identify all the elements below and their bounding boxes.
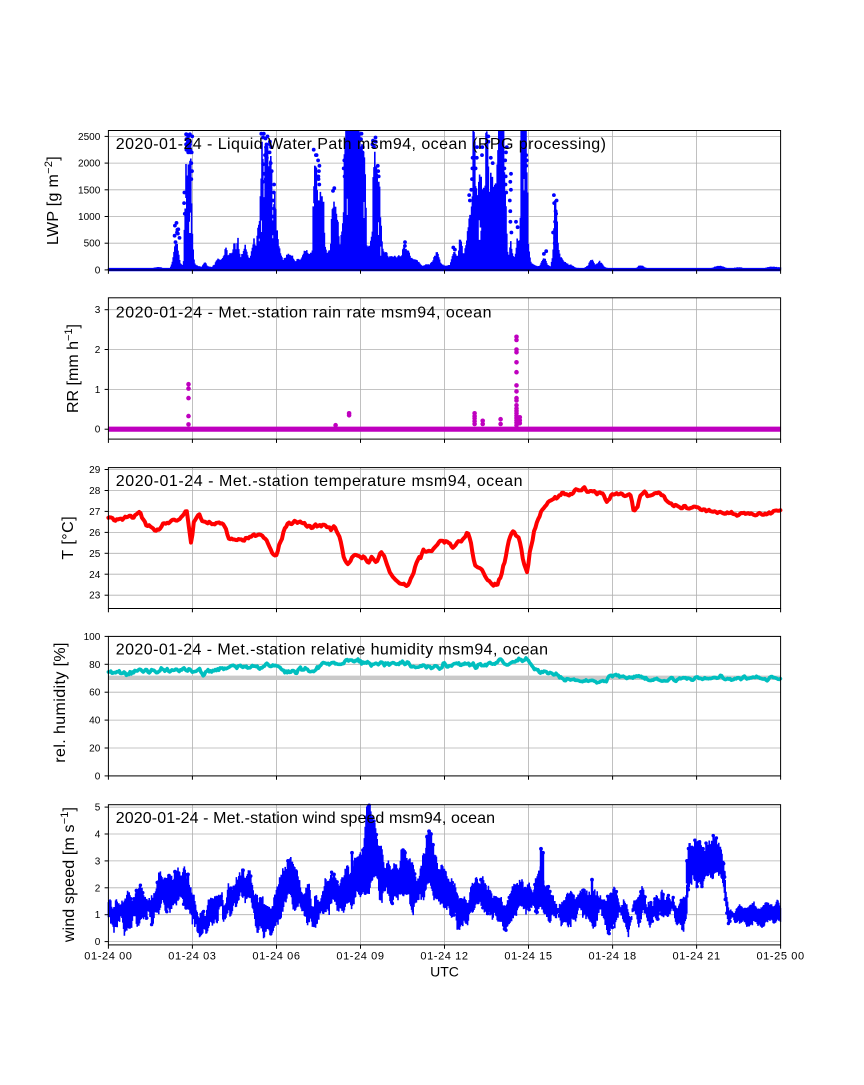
- svg-text:LWP [g m−2]: LWP [g m−2]: [43, 156, 62, 245]
- svg-text:24: 24: [89, 570, 101, 581]
- svg-text:01-24 00: 01-24 00: [84, 951, 132, 963]
- svg-text:01-24 03: 01-24 03: [168, 951, 216, 963]
- svg-text:01-24 12: 01-24 12: [420, 951, 468, 963]
- svg-text:RR [mm h−1]: RR [mm h−1]: [63, 324, 82, 413]
- svg-text:1000: 1000: [78, 212, 101, 223]
- svg-text:100: 100: [84, 632, 101, 643]
- svg-text:rel. humidity [%]: rel. humidity [%]: [52, 642, 69, 763]
- svg-text:5: 5: [95, 803, 101, 814]
- svg-text:0: 0: [95, 265, 101, 276]
- svg-text:T [°C]: T [°C]: [60, 516, 77, 560]
- svg-text:0: 0: [95, 937, 101, 948]
- svg-text:25: 25: [89, 549, 101, 560]
- svg-text:26: 26: [89, 528, 101, 539]
- svg-text:3: 3: [95, 856, 101, 867]
- svg-text:01-25 00: 01-25 00: [756, 951, 804, 963]
- svg-text:UTC: UTC: [430, 964, 459, 980]
- svg-text:80: 80: [89, 660, 101, 671]
- svg-text:40: 40: [89, 716, 101, 727]
- svg-text:1: 1: [95, 910, 101, 921]
- svg-text:4: 4: [95, 830, 101, 841]
- svg-text:29: 29: [89, 465, 101, 476]
- svg-text:1: 1: [95, 385, 101, 396]
- svg-text:01-24 18: 01-24 18: [588, 951, 636, 963]
- svg-text:2000: 2000: [78, 159, 101, 170]
- svg-text:3: 3: [95, 305, 101, 316]
- svg-text:2020-01-24 - Met.-station wind: 2020-01-24 - Met.-station wind speed msm…: [116, 810, 495, 827]
- svg-text:28: 28: [89, 486, 101, 497]
- svg-text:0: 0: [95, 771, 101, 782]
- svg-text:01-24 06: 01-24 06: [252, 951, 300, 963]
- svg-text:01-24 21: 01-24 21: [672, 951, 720, 963]
- svg-text:0: 0: [95, 425, 101, 436]
- svg-text:2020-01-24 - Met.-station rain: 2020-01-24 - Met.-station rain rate msm9…: [116, 304, 492, 321]
- svg-text:01-24 15: 01-24 15: [504, 951, 552, 963]
- svg-text:2: 2: [95, 883, 101, 894]
- svg-text:60: 60: [89, 688, 101, 699]
- svg-text:01-24 09: 01-24 09: [336, 951, 384, 963]
- svg-text:27: 27: [89, 507, 101, 518]
- svg-text:2: 2: [95, 345, 101, 356]
- svg-text:2500: 2500: [78, 132, 101, 143]
- svg-text:wind speed [m s−1]: wind speed [m s−1]: [59, 807, 78, 943]
- svg-text:20: 20: [89, 744, 101, 755]
- svg-text:23: 23: [89, 591, 101, 602]
- svg-text:1500: 1500: [78, 185, 101, 196]
- svg-text:2020-01-24 - Met.-station rela: 2020-01-24 - Met.-station relative humid…: [116, 642, 549, 659]
- svg-text:2020-01-24 - Liquid Water Path: 2020-01-24 - Liquid Water Path msm94, oc…: [116, 136, 607, 153]
- svg-text:500: 500: [84, 239, 101, 250]
- svg-text:2020-01-24 - Met.-station temp: 2020-01-24 - Met.-station temperature ms…: [116, 473, 523, 490]
